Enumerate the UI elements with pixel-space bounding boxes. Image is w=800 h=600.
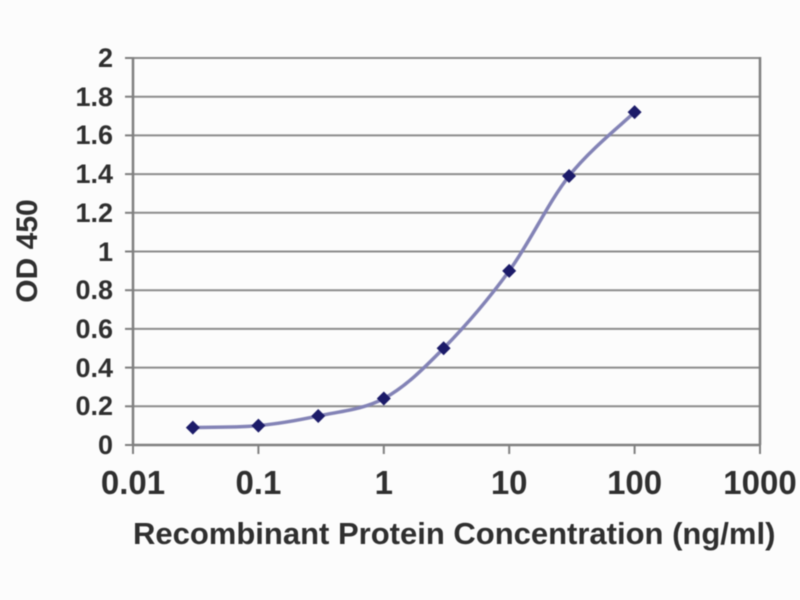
data-point-marker: [436, 341, 451, 356]
data-point-marker: [627, 105, 642, 120]
y-tick-label: 0.2: [75, 391, 113, 422]
y-axis-title: OD 450: [11, 199, 44, 303]
data-point-marker: [311, 408, 326, 423]
y-tick-label: 0: [97, 430, 113, 460]
x-tick-label: 0.01: [100, 464, 166, 501]
y-tick-label: 1.6: [75, 120, 113, 151]
y-tick-label: 0.6: [75, 313, 113, 344]
y-tick-label: 0.8: [75, 275, 113, 306]
y-tick-label: 1.4: [75, 159, 113, 190]
x-tick-label: 10: [490, 464, 528, 501]
data-point-marker: [185, 420, 200, 435]
x-axis-title: Recombinant Protein Concentration (ng/ml…: [133, 516, 776, 551]
data-point-marker: [502, 263, 517, 278]
data-point-marker: [376, 391, 391, 406]
data-point-marker: [251, 418, 266, 433]
x-tick-label: 0.1: [235, 464, 282, 501]
y-tick-label: 1: [97, 236, 113, 267]
x-tick-label: 1000: [723, 464, 797, 501]
x-tick-label: 1: [374, 464, 393, 501]
data-point-marker: [562, 169, 577, 184]
series-line: [191, 110, 637, 430]
y-tick-label: 2: [97, 43, 113, 73]
y-tick-label: 1.2: [75, 197, 113, 228]
x-tick-label: 100: [607, 464, 663, 501]
y-tick-label: 1.8: [75, 81, 113, 112]
y-tick-label: 0.4: [75, 352, 113, 383]
